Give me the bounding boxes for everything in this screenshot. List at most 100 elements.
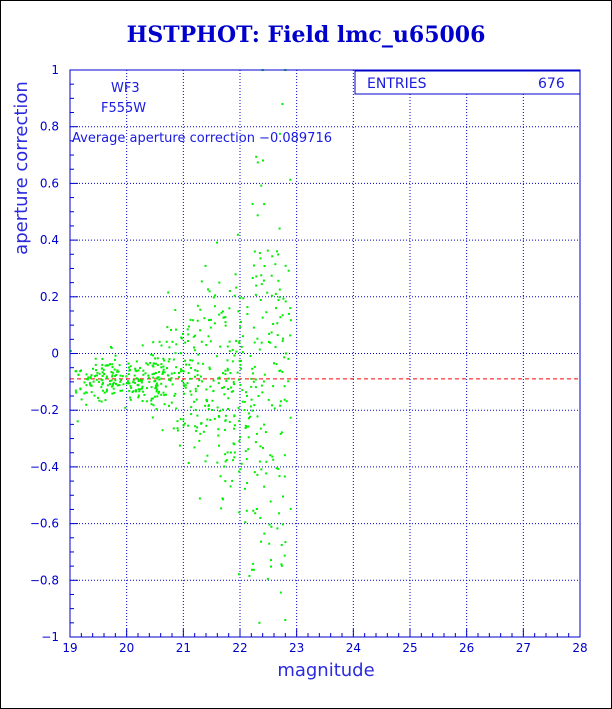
- data-point: [236, 371, 239, 374]
- data-point: [275, 307, 277, 310]
- points-layer: [69, 69, 292, 624]
- data-point: [111, 392, 114, 395]
- data-point: [102, 372, 105, 375]
- data-point: [128, 366, 130, 369]
- data-point: [170, 328, 172, 331]
- data-point: [276, 322, 279, 325]
- data-point: [274, 263, 277, 266]
- data-point: [279, 400, 282, 403]
- data-point: [179, 370, 182, 373]
- data-point: [237, 378, 240, 381]
- data-point: [74, 370, 77, 373]
- data-point: [197, 362, 200, 365]
- data-point: [220, 507, 223, 510]
- data-point: [137, 378, 140, 381]
- data-point: [137, 396, 140, 399]
- x-tick-label: 27: [516, 641, 531, 655]
- data-point: [256, 337, 259, 340]
- data-point: [242, 297, 245, 300]
- data-point: [174, 392, 177, 395]
- data-point: [277, 467, 280, 470]
- data-point: [279, 404, 282, 407]
- data-point: [199, 329, 202, 332]
- data-point: [109, 363, 111, 366]
- data-point: [119, 380, 122, 383]
- data-point: [226, 359, 229, 362]
- data-point: [175, 366, 178, 369]
- data-point: [206, 418, 209, 421]
- data-point: [253, 341, 256, 344]
- data-point: [242, 335, 244, 338]
- data-point: [263, 532, 266, 535]
- data-point: [133, 374, 136, 377]
- data-point: [263, 485, 266, 488]
- data-point: [246, 394, 248, 397]
- data-point: [160, 344, 163, 347]
- data-point: [228, 290, 231, 292]
- data-point: [89, 383, 92, 386]
- data-point: [272, 385, 275, 388]
- data-point: [178, 376, 180, 379]
- data-point: [229, 451, 232, 454]
- data-point: [211, 409, 214, 411]
- data-point: [156, 388, 159, 391]
- data-point: [170, 372, 173, 375]
- data-point: [98, 372, 101, 375]
- data-point: [204, 264, 207, 267]
- data-point: [263, 373, 266, 376]
- data-point: [226, 451, 229, 454]
- data-point: [278, 227, 281, 230]
- data-point: [241, 389, 244, 392]
- data-point: [146, 387, 148, 390]
- data-point: [280, 563, 283, 566]
- data-point: [259, 516, 262, 519]
- data-point: [129, 398, 132, 401]
- data-point: [282, 297, 285, 300]
- data-point: [195, 429, 198, 432]
- data-point: [200, 280, 203, 283]
- data-point: [217, 377, 220, 380]
- data-point: [148, 380, 151, 383]
- data-point: [239, 383, 242, 386]
- data-point: [101, 375, 104, 377]
- data-point: [135, 390, 137, 393]
- data-point: [289, 319, 292, 322]
- data-point: [260, 540, 262, 543]
- data-point: [109, 346, 112, 348]
- data-point: [284, 264, 287, 267]
- data-point: [187, 333, 190, 336]
- data-point: [112, 387, 115, 390]
- data-point: [110, 379, 113, 382]
- data-point: [268, 523, 271, 526]
- data-point: [121, 389, 124, 392]
- y-tick-label: −0.8: [30, 573, 59, 587]
- data-point: [176, 427, 179, 430]
- data-point: [129, 365, 132, 368]
- data-point: [194, 408, 197, 411]
- data-point: [276, 334, 279, 337]
- data-point: [239, 326, 242, 329]
- data-point: [228, 350, 231, 353]
- data-point: [256, 214, 259, 217]
- data-point: [156, 357, 159, 360]
- data-point: [252, 568, 255, 571]
- data-point: [212, 296, 215, 299]
- x-tick-label: 26: [459, 641, 474, 655]
- data-point: [179, 352, 182, 355]
- data-point: [119, 374, 122, 377]
- data-point: [194, 334, 197, 337]
- data-point: [253, 264, 255, 267]
- data-point: [88, 381, 91, 384]
- data-point: [244, 450, 247, 453]
- data-point: [256, 473, 259, 476]
- data-point: [101, 358, 104, 360]
- data-point: [248, 574, 251, 577]
- data-point: [77, 373, 80, 376]
- data-point: [270, 294, 273, 297]
- data-point: [95, 369, 97, 372]
- data-point: [107, 364, 110, 367]
- data-point: [252, 372, 254, 375]
- data-point: [166, 326, 169, 329]
- data-point: [101, 379, 104, 382]
- data-point: [228, 340, 231, 343]
